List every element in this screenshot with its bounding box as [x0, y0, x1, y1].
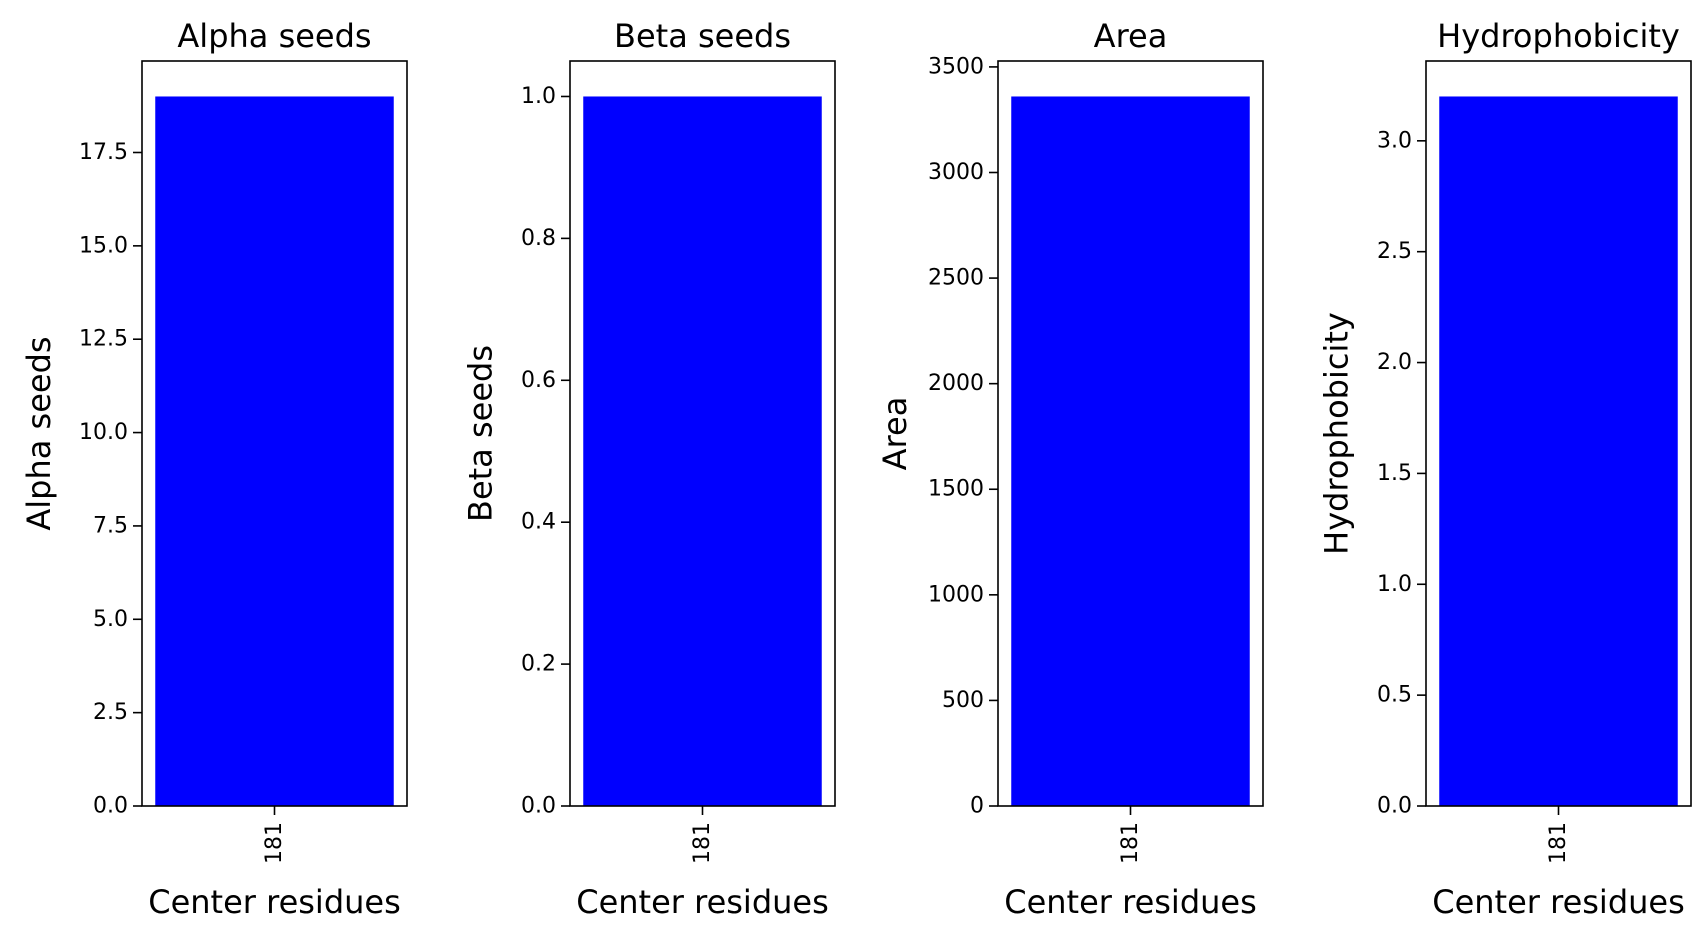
- y-tick-label: 10.0: [79, 420, 128, 445]
- y-tick-label: 17.5: [79, 140, 128, 165]
- y-tick-label: 0: [970, 794, 984, 819]
- y-tick-label: 1.5: [1377, 461, 1412, 486]
- y-tick-label: 500: [942, 688, 984, 713]
- y-tick-label: 7.5: [93, 513, 128, 538]
- y-tick-label: 1000: [928, 582, 984, 607]
- y-tick-label: 3500: [928, 54, 984, 79]
- y-tick-label: 2000: [928, 371, 984, 396]
- y-tick-label: 0.8: [521, 226, 556, 251]
- y-tick-label: 1500: [928, 477, 984, 502]
- y-tick-label: 2.0: [1377, 350, 1412, 375]
- y-axis-label: Alpha seeds: [20, 336, 58, 530]
- x-axis-label: Center residues: [576, 883, 829, 921]
- bar: [583, 96, 822, 806]
- y-tick-label: 0.6: [521, 368, 556, 393]
- bar: [155, 96, 394, 806]
- x-axis-label: Center residues: [1432, 883, 1685, 921]
- y-tick-label: 0.5: [1377, 683, 1412, 708]
- y-tick-label: 0.0: [1377, 794, 1412, 819]
- chart-panel-3: 0 500 1000 1500 2000 2500 3000 3500 181 Area Cente…: [876, 17, 1264, 921]
- chart-panel-4: 0.0 0.5 1.0 1.5 2.0 2.5 3.0 181 Hydrophobicity Ce…: [1318, 17, 1692, 921]
- x-tick-label: 181: [690, 822, 715, 864]
- y-tick-label: 2.5: [1377, 239, 1412, 264]
- y-tick-label: 5.0: [93, 607, 128, 632]
- y-tick-label: 1.0: [1377, 572, 1412, 597]
- y-tick-label: 2500: [928, 266, 984, 291]
- x-tick-label: 181: [262, 822, 287, 864]
- chart-title: Area: [1094, 17, 1168, 55]
- y-axis-label: Hydrophobicity: [1318, 312, 1356, 555]
- y-tick-label: 0.0: [521, 794, 556, 819]
- x-tick-label: 181: [1118, 822, 1143, 864]
- y-tick-label: 0.2: [521, 652, 556, 677]
- chart-panel-2: 0.0 0.2 0.4 0.6 0.8 1.0 181 Beta seeds Center re…: [462, 17, 836, 921]
- chart-title: Alpha seeds: [177, 17, 371, 55]
- y-tick-label: 0.0: [93, 794, 128, 819]
- bar: [1439, 96, 1678, 806]
- x-tick-label: 181: [1546, 822, 1571, 864]
- y-tick-label: 15.0: [79, 233, 128, 258]
- chart-panel-1: 0.0 2.5 5.0 7.5 10.0 12.5 15.0 17.5 181 Alpha see…: [20, 17, 408, 921]
- x-axis-label: Center residues: [148, 883, 401, 921]
- y-tick-label: 0.4: [521, 510, 556, 535]
- y-tick-label: 2.5: [93, 700, 128, 725]
- bar: [1011, 96, 1250, 806]
- chart-title: Beta seeds: [614, 17, 791, 55]
- y-tick-label: 12.5: [79, 327, 128, 352]
- y-tick-label: 3.0: [1377, 128, 1412, 153]
- chart-title: Hydrophobicity: [1437, 17, 1680, 55]
- y-axis-label: Area: [876, 397, 914, 471]
- y-tick-label: 3000: [928, 160, 984, 185]
- x-axis-label: Center residues: [1004, 883, 1257, 921]
- y-axis-label: Beta seeds: [462, 345, 500, 522]
- y-tick-label: 1.0: [521, 84, 556, 109]
